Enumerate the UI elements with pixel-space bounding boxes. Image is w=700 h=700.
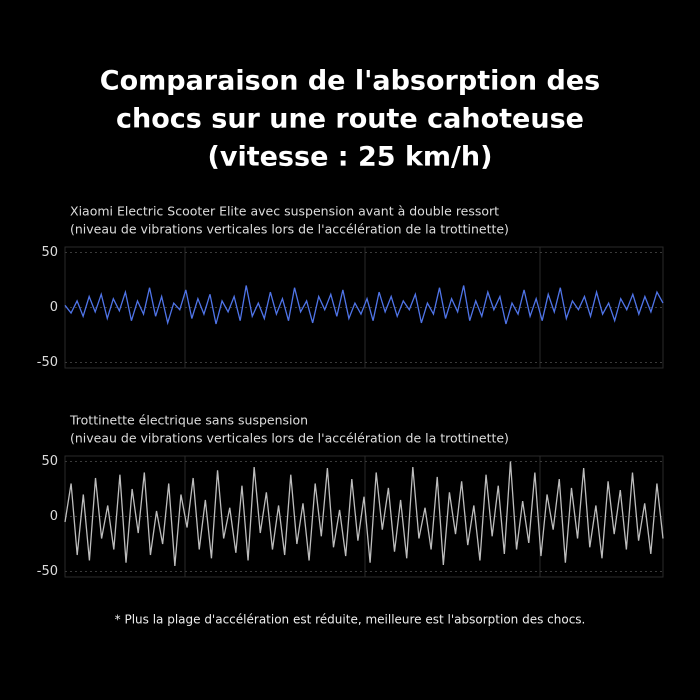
footnote: * Plus la plage d'accélération est rédui… bbox=[115, 613, 586, 627]
data-line bbox=[64, 461, 664, 567]
title-line: (vitesse : 25 km/h) bbox=[208, 142, 493, 173]
title-line: chocs sur une route cahoteuse bbox=[116, 104, 584, 135]
chart-subtitle: (niveau de vibrations verticales lors de… bbox=[70, 431, 509, 446]
y-tick-label: -50 bbox=[37, 355, 58, 370]
chart-subtitle: Xiaomi Electric Scooter Elite avec suspe… bbox=[70, 204, 499, 219]
chart-subtitle: Trottinette électrique sans suspension bbox=[69, 413, 308, 428]
y-tick-label: 0 bbox=[50, 300, 58, 315]
y-tick-label: 50 bbox=[41, 245, 58, 260]
chart-subtitle: (niveau de vibrations verticales lors de… bbox=[70, 222, 509, 237]
data-line bbox=[64, 285, 664, 326]
title-line: Comparaison de l'absorption des bbox=[100, 66, 601, 97]
y-tick-label: 0 bbox=[50, 509, 58, 524]
y-tick-label: 50 bbox=[41, 454, 58, 469]
y-tick-label: -50 bbox=[37, 564, 58, 579]
plot-frame bbox=[64, 455, 664, 578]
